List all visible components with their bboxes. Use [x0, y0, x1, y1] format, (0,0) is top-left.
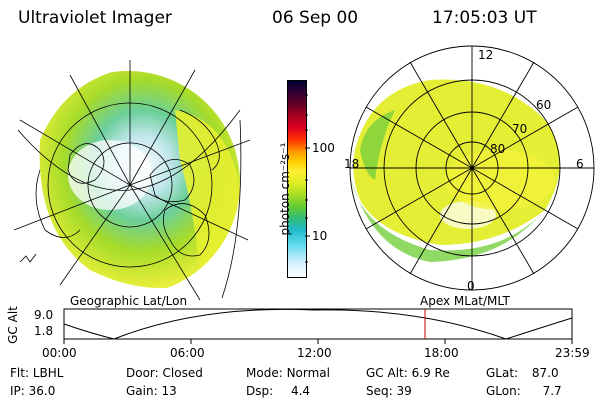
altitude-xtick-0600: 06:00	[170, 346, 205, 360]
param-filter: Flt: LBHL	[10, 366, 64, 380]
param-glon: GLon: 7.7	[486, 384, 562, 398]
param-door: Door: Closed	[126, 366, 203, 380]
mlt-label-0: 0	[467, 279, 475, 293]
colorbar-tick-100: 100	[312, 141, 335, 155]
mlt-label-12: 12	[478, 48, 494, 62]
coastline-scandinavia	[149, 158, 195, 203]
altitude-xtick-0000: 00:00	[42, 346, 77, 360]
param-mode: Mode: Normal	[246, 366, 330, 380]
param-gain: Gain: 13	[126, 384, 177, 398]
left-aurora-bright-patch	[175, 110, 240, 275]
colorbar	[287, 80, 307, 278]
coastline-asia	[179, 109, 220, 171]
altitude-plot-frame	[63, 308, 573, 340]
instrument-title: Ultraviolet Imager	[18, 8, 172, 28]
altitude-ytick-low: 1.8	[34, 324, 54, 338]
lat-label-70: 70	[512, 122, 528, 136]
param-glat: GLat: 87.0	[486, 366, 559, 380]
right-aurora-outer	[350, 175, 540, 262]
time-label: 17:05:03 UT	[432, 8, 537, 28]
altitude-xtick-1800: 18:00	[424, 346, 459, 360]
param-gc-alt: GC Alt: 6.9 Re	[366, 366, 450, 380]
param-seq: Seq: 39	[366, 384, 412, 398]
date-label: 06 Sep 00	[272, 8, 359, 28]
lat-label-60: 60	[536, 98, 552, 112]
mlt-label-18: 18	[344, 157, 360, 171]
coastline-greenland	[67, 143, 105, 184]
coastline-north-america	[35, 169, 81, 238]
magnetic-caption: Apex MLat/MLT	[420, 294, 510, 308]
altitude-ytick-high: 9.0	[34, 308, 54, 322]
colorbar-tick-10: 10	[312, 229, 328, 243]
param-dsp: Dsp: 4.4	[246, 384, 311, 398]
altitude-xtick-1200: 12:00	[297, 346, 332, 360]
altitude-curve	[63, 308, 573, 340]
mlt-label-6: 6	[576, 157, 584, 171]
lat-label-80: 80	[490, 142, 506, 156]
geographic-caption: Geographic Lat/Lon	[70, 294, 188, 308]
param-ip: IP: 36.0	[10, 384, 56, 398]
altitude-xtick-2359: 23:59	[555, 346, 590, 360]
coastline-europe	[162, 203, 210, 257]
